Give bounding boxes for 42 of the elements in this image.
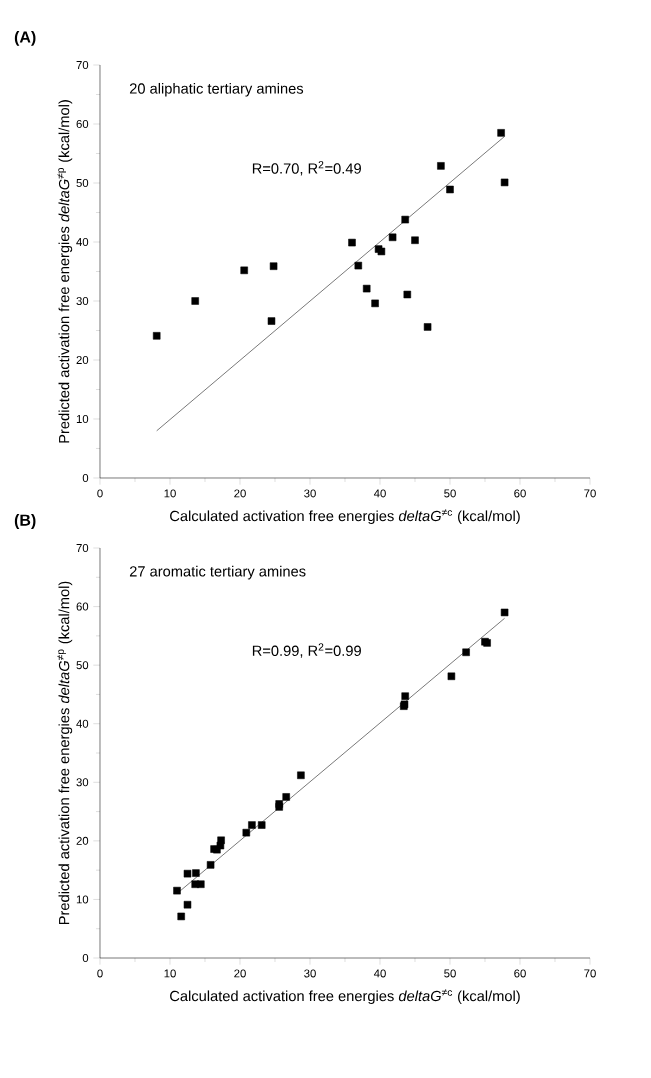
chart-title: (A) xyxy=(14,30,36,46)
y-tick-label: 20 xyxy=(76,836,89,845)
x-tick-label: 10 xyxy=(164,969,176,978)
y-tick-label: 0 xyxy=(82,954,89,963)
y-tick-label: 70 xyxy=(76,61,89,70)
x-tick-label: 70 xyxy=(584,969,596,978)
x-tick-label: 30 xyxy=(304,969,316,978)
x-tick-label: 30 xyxy=(304,489,316,498)
y-tick-label: 30 xyxy=(76,297,89,306)
x-axis-title: Calculated activation free energies deltaG$^{≠c}$ (kcal/mol) xyxy=(170,509,520,525)
y-tick-label: 20 xyxy=(76,356,89,365)
x-tick-label: 0 xyxy=(97,489,103,498)
y-tick-label: 30 xyxy=(76,778,89,787)
annotation: 20 aliphatic tertiary amines xyxy=(129,82,304,97)
x-tick-label: 40 xyxy=(373,489,386,498)
x-tick-label: 20 xyxy=(234,969,246,978)
annotation: R=0.70, R$^{2}$=0.49 xyxy=(252,161,361,176)
x-tick-label: 50 xyxy=(444,969,456,978)
x-tick-label: 0 xyxy=(97,969,103,978)
x-tick-label: 50 xyxy=(444,489,456,498)
y-tick-label: 40 xyxy=(76,238,89,247)
x-tick-label: 60 xyxy=(514,969,526,978)
y-tick-label: 50 xyxy=(76,661,89,670)
x-tick-label: 20 xyxy=(234,489,246,498)
y-tick-label: 40 xyxy=(76,719,89,728)
y-tick-label: 10 xyxy=(76,895,89,904)
annotation: 27 aromatic tertiary amines xyxy=(129,565,306,580)
y-axis-title: Predicted activation free energies deltaG$^{≠p}$ (kcal/mol) xyxy=(57,100,73,443)
y-tick-label: 10 xyxy=(76,415,89,424)
y-tick-label: 0 xyxy=(82,474,89,483)
annotation: R=0.99, R$^{2}$=0.99 xyxy=(252,643,361,658)
x-tick-label: 70 xyxy=(584,489,596,498)
x-tick-label: 60 xyxy=(514,489,526,498)
x-tick-label: 10 xyxy=(164,489,176,498)
y-axis-title: Predicted activation free energies deltaG$^{≠p}$ (kcal/mol) xyxy=(57,581,73,925)
y-tick-label: 60 xyxy=(76,602,89,611)
y-tick-label: 70 xyxy=(76,544,89,553)
chart-title: (B) xyxy=(14,514,36,529)
y-tick-label: 50 xyxy=(76,179,89,188)
y-tick-label: 60 xyxy=(76,120,89,129)
x-tick-label: 40 xyxy=(373,969,386,978)
x-axis-title: Calculated activation free energies deltaG$^{≠c}$ (kcal/mol) xyxy=(170,989,520,1005)
